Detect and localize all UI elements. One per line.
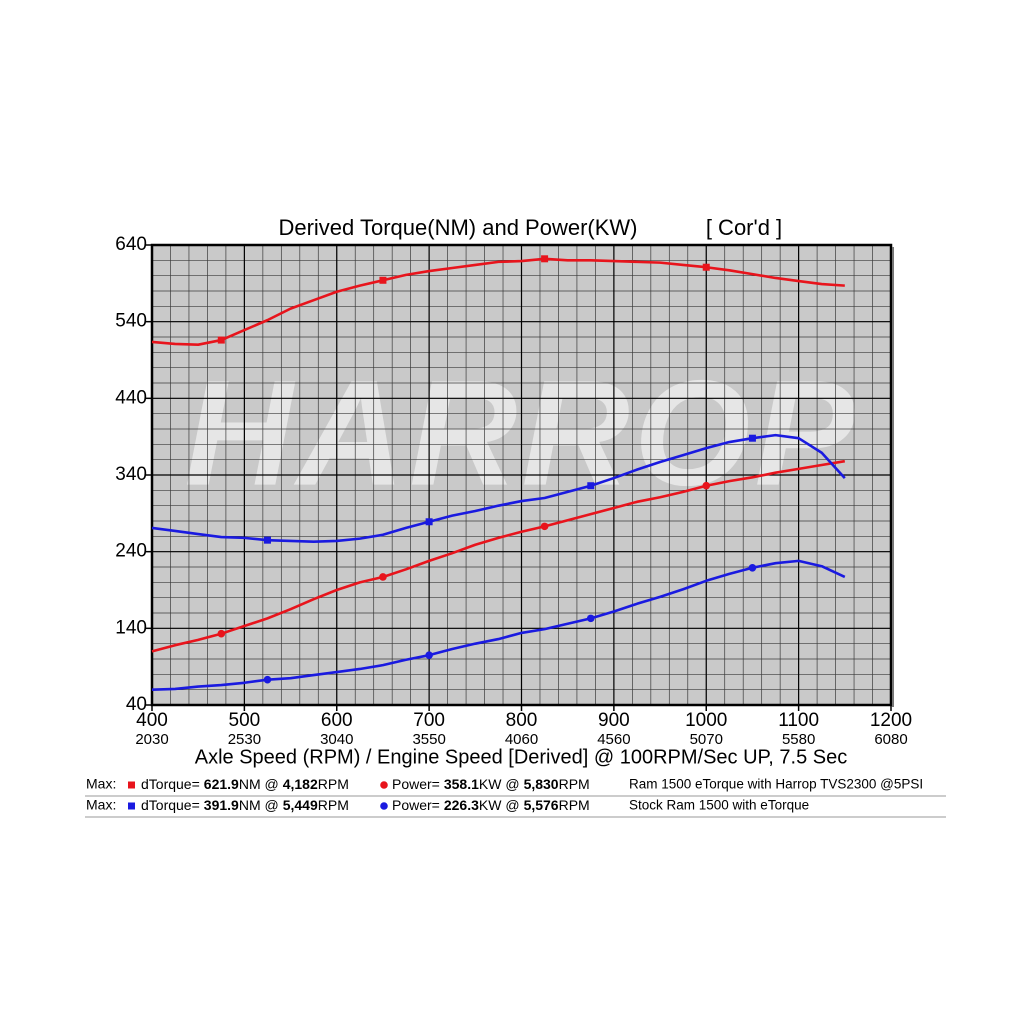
y-tick-label: 240 bbox=[115, 541, 147, 562]
legend-power-rpm-unit: RPM bbox=[559, 776, 590, 792]
y-tick-label: 440 bbox=[115, 387, 147, 408]
legend-torque-unit: NM @ bbox=[239, 797, 279, 813]
chart-subtitle: [ Cor'd ] bbox=[706, 215, 782, 240]
legend-description: Stock Ram 1500 with eTorque bbox=[629, 798, 809, 813]
x2-tick-label: 4560 bbox=[597, 731, 630, 748]
x2-tick-label: 5070 bbox=[690, 731, 723, 748]
legend-description: Ram 1500 eTorque with Harrop TVS2300 @5P… bbox=[629, 777, 923, 792]
legend-prefix: Max: bbox=[86, 797, 116, 813]
x-tick-label: 900 bbox=[598, 710, 630, 731]
x-tick-label: 500 bbox=[229, 710, 261, 731]
legend-torque-marker bbox=[128, 802, 135, 810]
series-marker bbox=[379, 573, 387, 581]
legend-power-rpm-unit: RPM bbox=[559, 797, 590, 813]
x-axis-label: Axle Speed (RPM) / Engine Speed [Derived… bbox=[195, 746, 847, 768]
legend-power-marker bbox=[380, 802, 388, 810]
legend-power-marker bbox=[380, 781, 388, 789]
series-marker bbox=[217, 336, 225, 344]
x2-tick-label: 5580 bbox=[782, 731, 815, 748]
x-tick-label: 400 bbox=[136, 710, 168, 731]
legend-torque-rpm: 4,182 bbox=[283, 776, 318, 792]
legend-torque-value: 621.9 bbox=[204, 776, 239, 792]
y-tick-label: 340 bbox=[115, 464, 147, 485]
legend-power-label: Power= bbox=[392, 776, 440, 792]
legend-torque-rpm-unit: RPM bbox=[318, 776, 349, 792]
y-tick-label: 40 bbox=[126, 694, 147, 715]
legend-torque: dTorque= 621.9NM @4,182RPM bbox=[141, 776, 349, 792]
legend-power-value: 226.3 bbox=[444, 797, 479, 813]
series-marker bbox=[263, 675, 272, 684]
legend-torque: dTorque= 391.9NM @5,449RPM bbox=[141, 797, 349, 813]
x2-tick-label: 2030 bbox=[135, 731, 168, 748]
watermark: HARROP bbox=[184, 349, 858, 517]
series-marker bbox=[748, 434, 756, 442]
series-marker bbox=[263, 536, 271, 544]
y-tick-label: 140 bbox=[115, 617, 147, 638]
legend-torque-label: dTorque= bbox=[141, 797, 200, 813]
plot-frame bbox=[150, 243, 893, 707]
series-marker bbox=[217, 629, 226, 638]
series-line bbox=[151, 459, 846, 653]
series-marker bbox=[586, 614, 595, 623]
y-tick-label: 640 bbox=[115, 234, 147, 255]
series-marker bbox=[748, 563, 757, 572]
series-marker bbox=[540, 522, 549, 531]
legend-prefix: Max: bbox=[86, 776, 116, 792]
series-marker bbox=[425, 518, 433, 526]
series-marker bbox=[587, 482, 595, 490]
series-marker bbox=[425, 651, 433, 659]
legend-power-rpm: 5,830 bbox=[524, 776, 559, 792]
x2-tick-label: 2530 bbox=[228, 731, 261, 748]
legend-torque-value: 391.9 bbox=[204, 797, 239, 813]
x-tick-label: 700 bbox=[413, 710, 445, 731]
x-tick-label: 1200 bbox=[870, 710, 912, 731]
x2-tick-label: 3040 bbox=[320, 731, 353, 748]
y-tick-label: 540 bbox=[115, 311, 147, 332]
legend-power-value: 358.1 bbox=[444, 776, 479, 792]
legend-power: Power= 226.3KW @5,576RPM bbox=[392, 797, 590, 813]
x2-tick-label: 6080 bbox=[874, 731, 907, 748]
x-tick-label: 800 bbox=[506, 710, 538, 731]
legend-torque-rpm-unit: RPM bbox=[318, 797, 349, 813]
series-marker bbox=[379, 276, 387, 284]
legend-power: Power= 358.1KW @5,830RPM bbox=[392, 776, 590, 792]
chart-title: Derived Torque(NM) and Power(KW) bbox=[278, 215, 637, 240]
legend-power-rpm: 5,576 bbox=[524, 797, 559, 813]
series-marker bbox=[541, 255, 549, 263]
series-marker bbox=[702, 263, 710, 271]
legend-power-label: Power= bbox=[392, 797, 440, 813]
legend-torque-label: dTorque= bbox=[141, 776, 200, 792]
legend-power-unit: KW @ bbox=[479, 797, 520, 813]
x-tick-label: 1000 bbox=[685, 710, 727, 731]
series-marker bbox=[702, 481, 711, 490]
legend-power-unit: KW @ bbox=[479, 776, 520, 792]
series-line bbox=[151, 257, 845, 346]
legend-torque-marker bbox=[128, 781, 135, 789]
x-tick-label: 1100 bbox=[778, 710, 819, 731]
x2-tick-label: 3550 bbox=[412, 731, 445, 748]
x-tick-label: 600 bbox=[321, 710, 353, 731]
legend-torque-unit: NM @ bbox=[239, 776, 279, 792]
x2-tick-label: 4060 bbox=[505, 731, 538, 748]
legend-torque-rpm: 5,449 bbox=[283, 797, 318, 813]
